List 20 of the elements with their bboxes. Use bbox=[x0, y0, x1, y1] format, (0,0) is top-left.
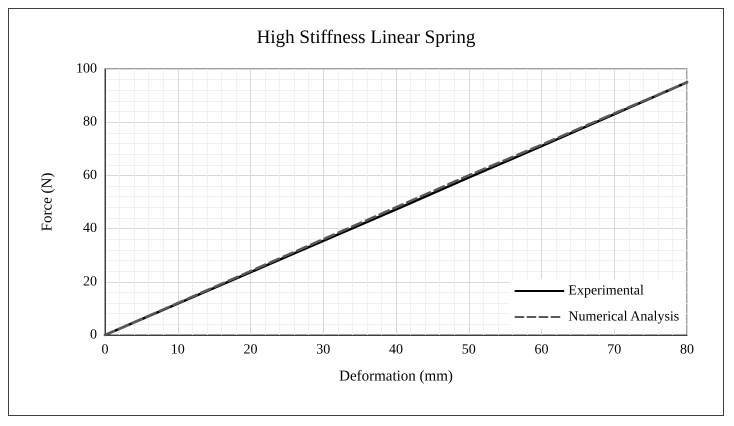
x-tick-label: 20 bbox=[244, 342, 258, 358]
y-tick-label: 80 bbox=[83, 114, 97, 130]
x-axis-title: Deformation (mm) bbox=[339, 368, 453, 384]
x-tick-label: 0 bbox=[102, 342, 108, 358]
chart-title: High Stiffness Linear Spring bbox=[256, 27, 476, 48]
x-tick-label: 80 bbox=[680, 342, 694, 358]
x-tick-label: 40 bbox=[389, 342, 403, 358]
y-tick-label: 100 bbox=[76, 62, 97, 76]
x-tick-label: 30 bbox=[316, 342, 330, 358]
y-tick-label: 20 bbox=[83, 274, 97, 290]
y-tick-label: 0 bbox=[90, 328, 97, 342]
y-axis-title: Force (N) bbox=[40, 172, 56, 232]
x-tick-label: 10 bbox=[170, 342, 185, 358]
x-tick-label: 70 bbox=[607, 342, 622, 358]
x-tick-label: 60 bbox=[534, 342, 548, 358]
x-tick-label: 50 bbox=[462, 342, 476, 358]
y-tick-label: 60 bbox=[83, 168, 97, 183]
legend-label: Experimental bbox=[568, 284, 644, 298]
y-tick-label: 40 bbox=[83, 221, 97, 236]
legend-label: Numerical Analysis bbox=[568, 310, 680, 324]
